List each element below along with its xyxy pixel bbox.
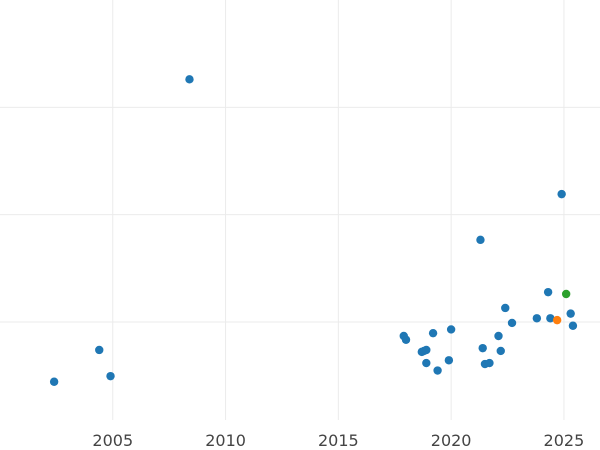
data-point (485, 358, 494, 368)
data-points (49, 75, 578, 386)
data-point (106, 371, 115, 381)
data-point (185, 75, 194, 84)
data-point (422, 345, 431, 355)
data-point (552, 315, 562, 325)
data-point (476, 235, 485, 245)
data-point (446, 325, 456, 334)
data-point (428, 328, 438, 338)
data-point (546, 314, 555, 323)
data-point (501, 303, 510, 313)
data-point (444, 356, 454, 365)
data-point (478, 343, 487, 353)
x-tick-label: 2010 (205, 431, 246, 450)
data-point (433, 366, 442, 375)
data-point (401, 335, 411, 344)
x-tick-label: 2005 (92, 431, 133, 450)
data-point (532, 314, 542, 323)
data-point (95, 345, 104, 355)
data-point (557, 189, 566, 199)
data-point (561, 289, 571, 299)
x-tick-label: 2015 (318, 431, 359, 450)
x-tick-label: 2025 (544, 431, 585, 450)
data-point (496, 346, 505, 356)
x-tick-label: 2020 (431, 431, 472, 450)
data-point (494, 331, 503, 341)
grid (0, 0, 600, 420)
data-point (49, 377, 59, 386)
data-point (566, 309, 575, 318)
data-point (422, 358, 431, 368)
data-point (507, 318, 517, 328)
x-axis-ticks: 2005 2010 2015 2020 2025 (92, 431, 584, 450)
data-point (568, 321, 578, 330)
data-point (543, 287, 553, 297)
